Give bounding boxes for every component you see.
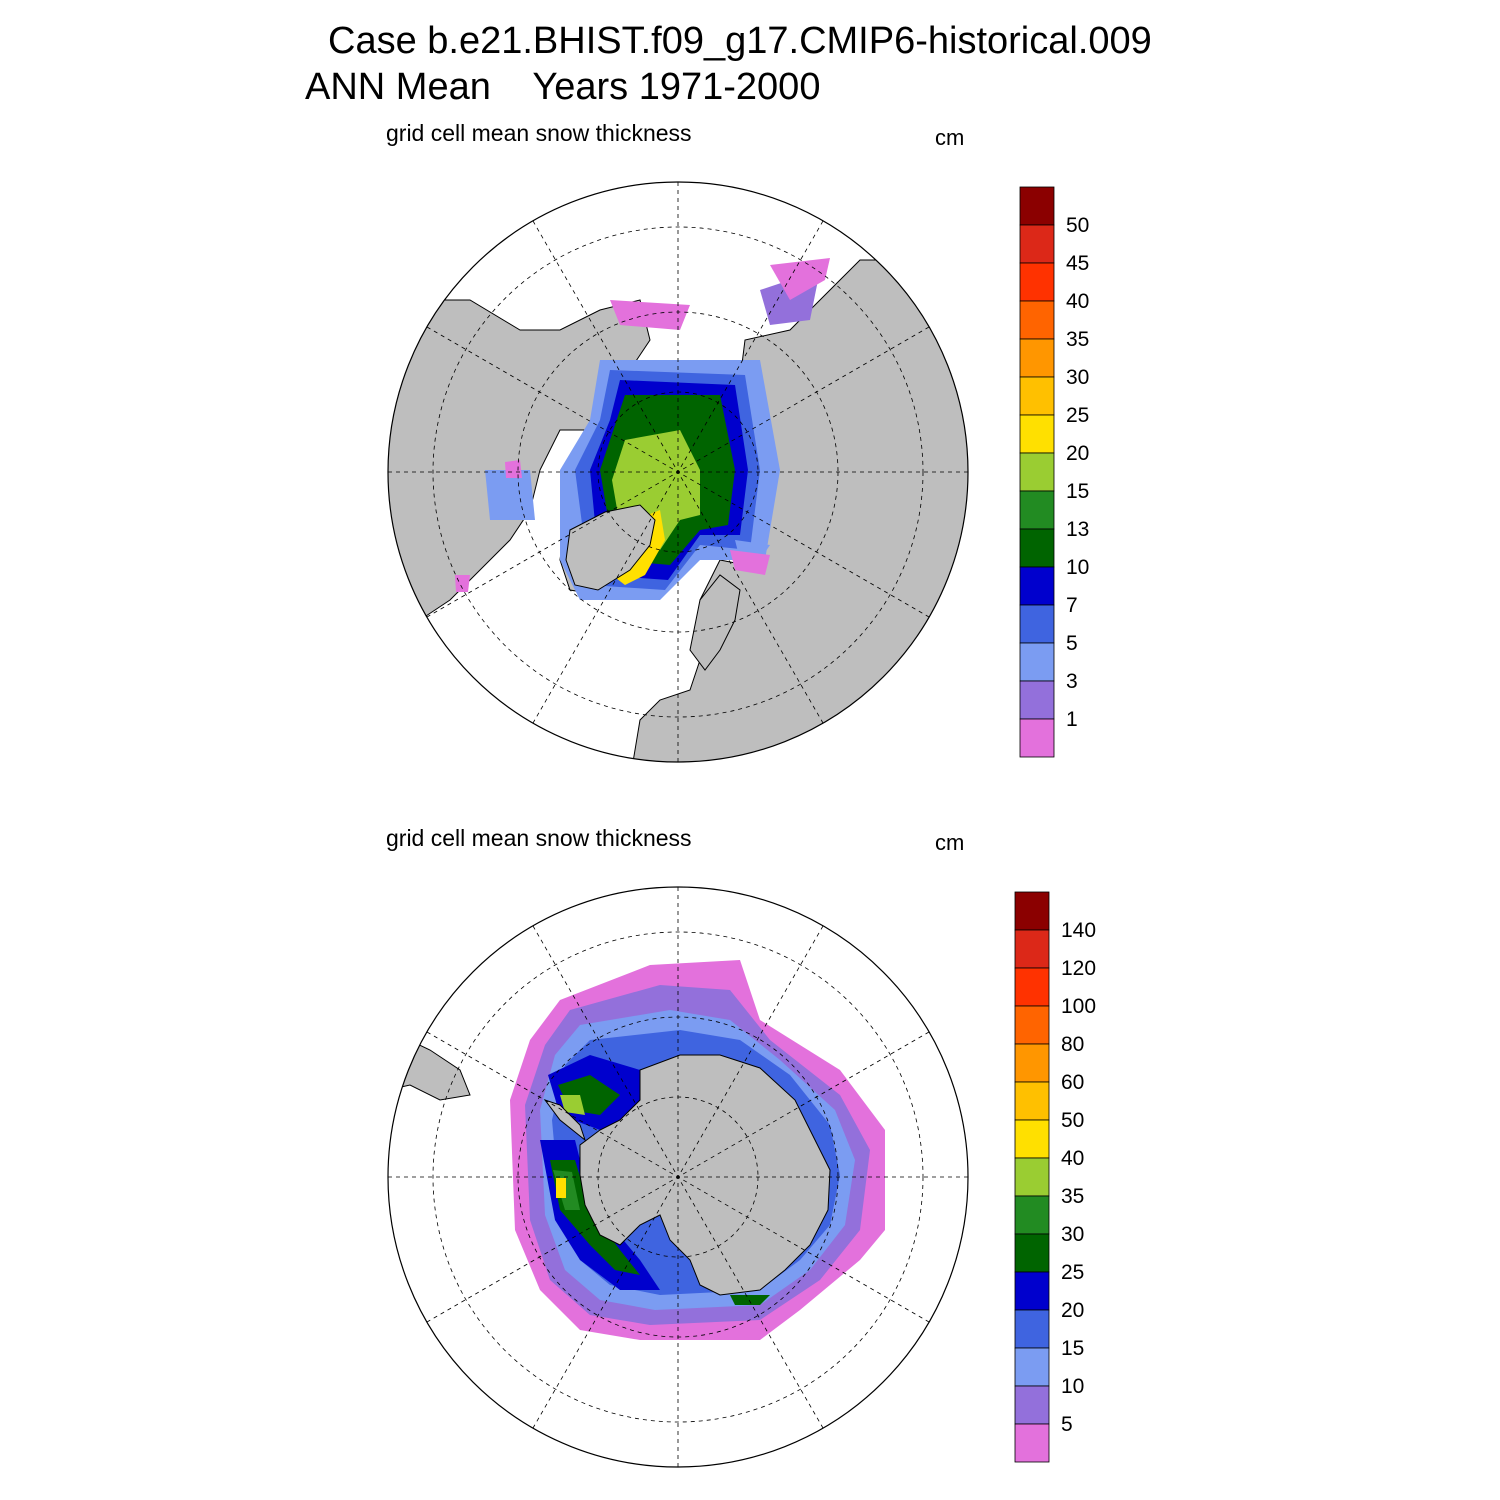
south-colorbar-tick-label: 100 (1061, 995, 1096, 1018)
north-colorbar-tick-label: 1 (1066, 708, 1078, 731)
north-colorbar-box (1019, 642, 1055, 682)
north-colorbar-box (1019, 680, 1055, 720)
south-graticule (388, 887, 968, 1467)
north-colorbar-tick-label: 7 (1066, 594, 1078, 617)
north-graticule (388, 182, 968, 762)
north-colorbar-box (1019, 452, 1055, 492)
south-colorbar-tick-label: 120 (1061, 957, 1096, 980)
south-panel-title: grid cell mean snow thickness (386, 825, 692, 851)
south-colorbar-box (1014, 1195, 1050, 1235)
south-colorbar-box (1014, 1233, 1050, 1273)
north-colorbar-tick-label: 50 (1066, 214, 1089, 237)
south-colorbar-box (1014, 1005, 1050, 1045)
south-colorbar-box (1014, 1119, 1050, 1159)
north-colorbar-tick-label: 13 (1066, 518, 1089, 541)
north-colorbar-box (1019, 604, 1055, 644)
south-colorbar-tick-label: 50 (1061, 1109, 1084, 1132)
south-colorbar-box (1014, 929, 1050, 969)
north-colorbar-box (1019, 300, 1055, 340)
south-colorbar-box (1014, 1081, 1050, 1121)
south-colorbar-tick-label: 80 (1061, 1033, 1084, 1056)
north-units-label: cm (935, 125, 965, 150)
south-colorbar-tick-label: 140 (1061, 919, 1096, 942)
north-colorbar-tick-label: 25 (1066, 404, 1089, 427)
north-colorbar-tick-label: 10 (1066, 556, 1089, 579)
north-colorbar-tick-label: 45 (1066, 252, 1089, 275)
north-colorbar-tick-label: 20 (1066, 442, 1089, 465)
south-land-peninsula (543, 1099, 587, 1142)
north-colorbar-box (1019, 186, 1055, 226)
south-colorbar-box (1014, 1157, 1050, 1197)
north-colorbar-box (1019, 338, 1055, 378)
north-colorbar: 50 45 40 35 30 25 20 15 13 10 7 5 3 1 (1019, 186, 1089, 758)
south-colorbar-tick-label: 25 (1061, 1261, 1084, 1284)
south-colorbar-box (1014, 1385, 1050, 1425)
north-colorbar-box (1019, 528, 1055, 568)
north-colorbar-box (1019, 566, 1055, 606)
south-colorbar-tick-label: 15 (1061, 1337, 1084, 1360)
north-land-scandinavia (689, 574, 741, 671)
south-colorbar-box (1014, 1043, 1050, 1083)
south-colorbar-tick-label: 40 (1061, 1147, 1084, 1170)
north-colorbar-tick-label: 5 (1066, 632, 1078, 655)
south-colorbar-tick-label: 20 (1061, 1299, 1084, 1322)
south-units-label: cm (935, 830, 965, 855)
south-colorbar: 140 120 100 80 60 50 40 35 30 25 20 15 10 5 (1014, 891, 1096, 1463)
south-colorbar-tick-label: 60 (1061, 1071, 1084, 1094)
south-colorbar-box (1014, 967, 1050, 1007)
north-colorbar-box (1019, 414, 1055, 454)
south-colorbar-tick-label: 10 (1061, 1375, 1084, 1398)
south-colorbar-box (1014, 1347, 1050, 1387)
north-colorbar-tick-label: 35 (1066, 328, 1089, 351)
south-colorbar-box (1014, 891, 1050, 931)
figure-title-line1: Case b.e21.BHIST.f09_g17.CMIP6-historica… (328, 20, 1152, 62)
south-colorbar-tick-label: 35 (1061, 1185, 1084, 1208)
south-map-border (387, 886, 969, 1468)
north-colorbar-box (1019, 224, 1055, 264)
north-colorbar-box (1019, 376, 1055, 416)
figure-title-line2: ANN Mean Years 1971-2000 (305, 66, 821, 108)
north-colorbar-tick-label: 40 (1066, 290, 1089, 313)
north-colorbar-tick-label: 15 (1066, 480, 1089, 503)
north-colorbar-box (1019, 490, 1055, 530)
north-panel-title: grid cell mean snow thickness (386, 120, 692, 146)
south-colorbar-box (1014, 1423, 1050, 1463)
north-map-border (387, 181, 969, 763)
south-colorbar-tick-label: 30 (1061, 1223, 1084, 1246)
south-colorbar-box (1014, 1271, 1050, 1311)
north-colorbar-tick-label: 3 (1066, 670, 1078, 693)
north-colorbar-tick-label: 30 (1066, 366, 1089, 389)
north-colorbar-box (1019, 718, 1055, 758)
south-colorbar-box (1014, 1309, 1050, 1349)
north-colorbar-box (1019, 262, 1055, 302)
south-colorbar-tick-label: 5 (1061, 1413, 1073, 1436)
